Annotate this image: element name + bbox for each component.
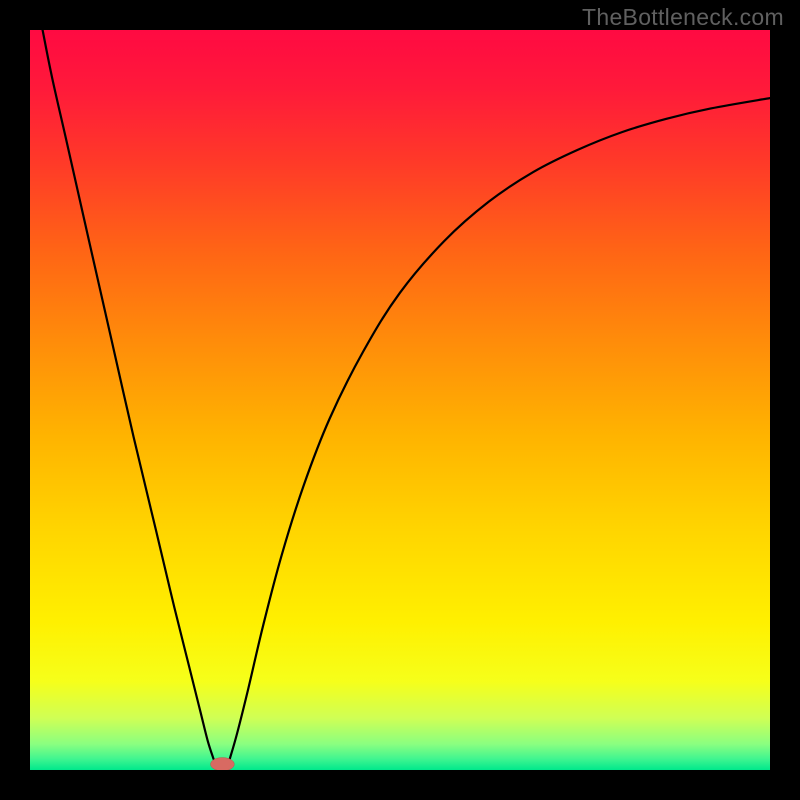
bottleneck-chart bbox=[30, 30, 770, 770]
minimum-marker bbox=[211, 758, 235, 770]
chart-frame: TheBottleneck.com bbox=[0, 0, 800, 800]
watermark-text: TheBottleneck.com bbox=[582, 4, 784, 31]
plot-background bbox=[30, 30, 770, 770]
